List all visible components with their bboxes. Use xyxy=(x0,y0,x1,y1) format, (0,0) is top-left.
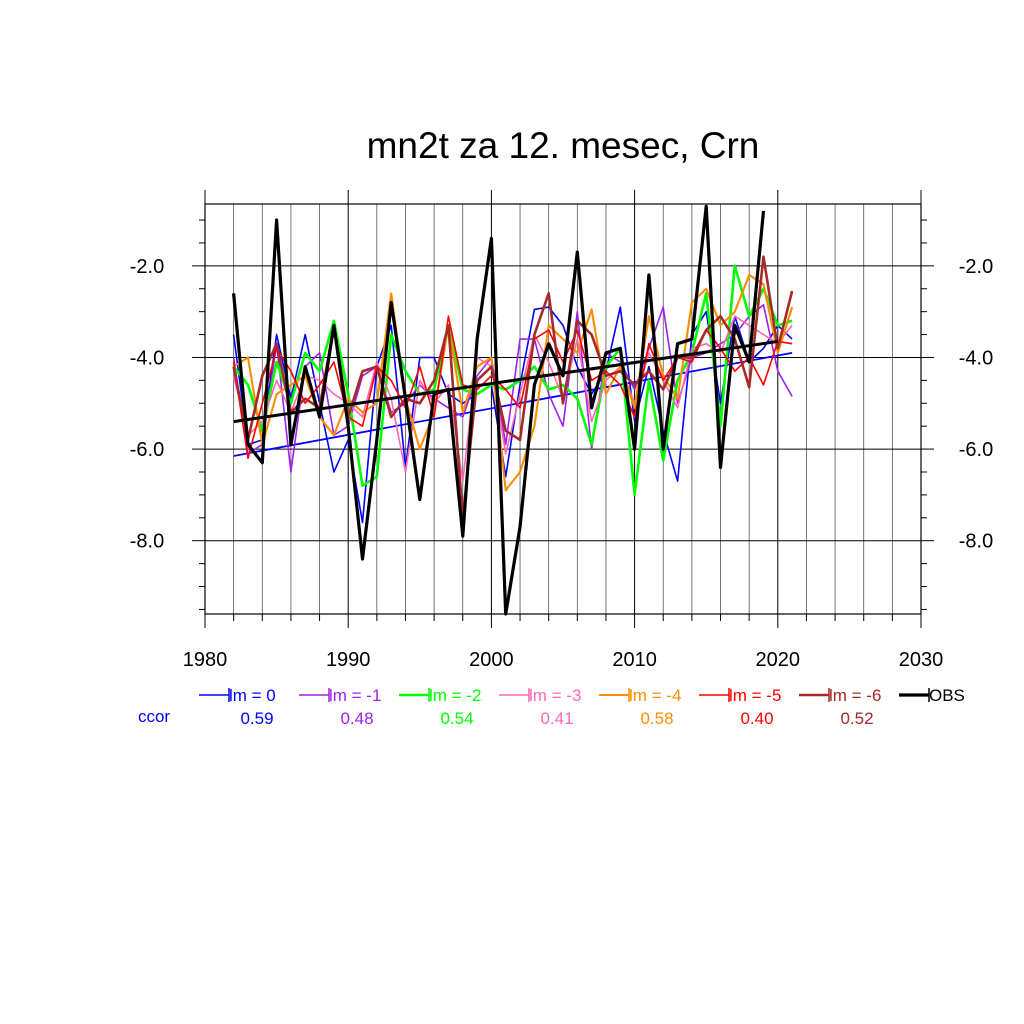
x-tick-label: 1980 xyxy=(183,649,228,671)
legend-label-2: lm = -2 xyxy=(429,686,481,705)
y-tick-label: -6.0 xyxy=(130,439,164,461)
legend-label-0: lm = 0 xyxy=(229,686,276,705)
y-tick-label: -8.0 xyxy=(130,531,164,553)
y-tick-label-right: -6.0 xyxy=(959,439,993,461)
axes: 1980 1990 2000 2010 2020 2030 -8.0 -8.0 -6.0 -6.0… xyxy=(130,190,993,671)
legend-label-1: lm = -1 xyxy=(329,686,381,705)
legend-label-3: lm = -3 xyxy=(529,686,581,705)
x-tick-label: 2020 xyxy=(756,649,801,671)
x-tick-label: 2030 xyxy=(899,649,944,671)
ccor-label: ccor xyxy=(138,707,170,726)
trend-line-0 xyxy=(233,351,793,457)
series-line-1 xyxy=(232,303,793,473)
y-tick-label: -2.0 xyxy=(130,256,164,278)
legend-label-5: lm = -5 xyxy=(729,686,781,705)
grid xyxy=(204,204,922,614)
ccor-value-2: 0.54 xyxy=(440,709,473,728)
y-tick-label-right: -8.0 xyxy=(959,531,993,553)
series-line-4 xyxy=(233,273,794,492)
legend-label-6: lm = -6 xyxy=(829,686,881,705)
x-tick-label: 2000 xyxy=(469,649,514,671)
x-tick-label: 1990 xyxy=(326,649,371,671)
y-tick-label-right: -4.0 xyxy=(959,347,993,369)
series-line-2 xyxy=(232,264,793,497)
ccor-value-4: 0.58 xyxy=(640,709,673,728)
chart-title: mn2t za 12. mesec, Crn xyxy=(367,125,760,166)
legend-label-7: OBS xyxy=(929,686,965,705)
ccor-value-5: 0.40 xyxy=(740,709,773,728)
ccor-value-0: 0.59 xyxy=(240,709,273,728)
plot-frame xyxy=(204,203,922,615)
y-tick-label: -4.0 xyxy=(130,347,164,369)
legend: ccor lm = 0 0.59 lm = -1 0.48 lm = -2 0.54 lm =… xyxy=(138,686,965,728)
y-tick-label-right: -2.0 xyxy=(959,256,993,278)
series-line-7 xyxy=(232,204,766,616)
ccor-value-3: 0.41 xyxy=(540,709,573,728)
series-layer xyxy=(232,204,794,616)
trend-line-7 xyxy=(233,339,779,424)
x-tick-label: 2010 xyxy=(612,649,657,671)
legend-label-4: lm = -4 xyxy=(629,686,681,705)
ccor-value-6: 0.52 xyxy=(840,709,873,728)
ccor-value-1: 0.48 xyxy=(340,709,373,728)
